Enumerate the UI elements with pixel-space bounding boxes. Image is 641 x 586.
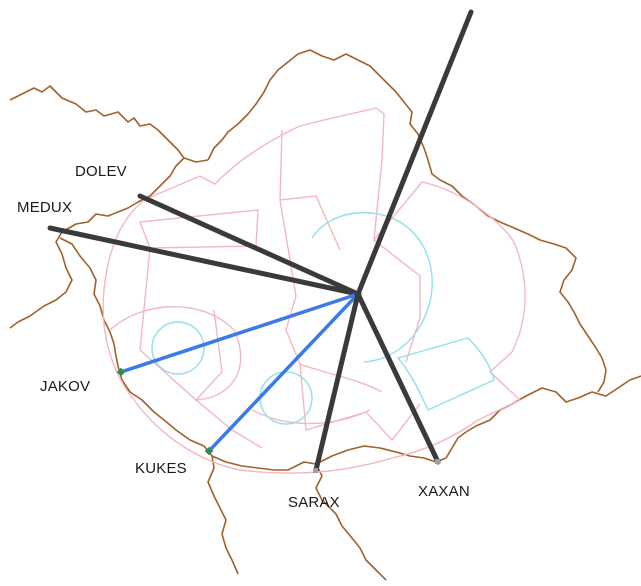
country-border — [9, 49, 641, 581]
route-lines — [47, 9, 474, 473]
fix-marker-xaxan — [435, 459, 440, 464]
route-line-jakov — [119, 292, 360, 374]
waypoint-label-kukes: KUKES — [135, 460, 187, 477]
central-waypoint-hub — [354, 290, 362, 298]
waypoint-label-jakov: JAKOV — [40, 378, 91, 395]
route-line-north — [355, 9, 474, 297]
route-line-medux — [47, 225, 361, 297]
route-line-dolev — [137, 193, 361, 297]
route-line-xaxan — [355, 291, 441, 465]
waypoint-label-dolev: DOLEV — [75, 163, 127, 180]
sector-outlines — [102, 107, 526, 474]
fix-markers — [116, 367, 440, 473]
fix-marker-jakov — [116, 367, 126, 377]
fix-marker-sarax — [313, 468, 318, 473]
route-line-sarax — [313, 291, 361, 473]
waypoint-label-medux: MEDUX — [17, 199, 73, 216]
waypoint-label-sarax: SARAX — [288, 494, 340, 511]
waypoint-label-xaxan: XAXAN — [418, 483, 470, 500]
fix-marker-kukes — [204, 446, 214, 456]
route-line-kukes — [207, 292, 360, 453]
